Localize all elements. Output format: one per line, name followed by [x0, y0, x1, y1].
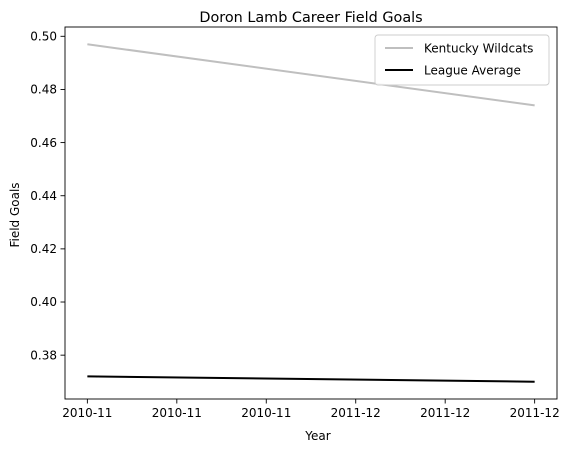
series-line-1	[87, 43, 535, 107]
y-tick-label: 0.40	[30, 295, 57, 309]
series-line-2	[87, 375, 535, 383]
x-tick-label: 2011-12	[420, 406, 470, 420]
x-tick-label: 2010-11	[241, 406, 291, 420]
y-tick-label: 0.42	[30, 242, 57, 256]
x-tick-label: 2010-11	[152, 406, 202, 420]
y-axis-label: Field Goals	[8, 182, 22, 247]
x-axis-label: Year	[304, 429, 330, 443]
y-tick-label: 0.48	[30, 83, 57, 97]
x-tick-label: 2010-11	[62, 406, 112, 420]
y-axis: 0.38 0.40 0.42 0.44 0.46 0.48 0.50	[30, 30, 65, 362]
legend: Kentucky Wildcats League Average	[374, 34, 550, 86]
y-tick-label: 0.50	[30, 30, 57, 44]
x-axis: 2010-11 2010-11 2010-11 2011-12 2011-12 2011-…	[62, 399, 560, 420]
legend-label-1: Kentucky Wildcats	[424, 41, 533, 55]
legend-label-2: League Average	[424, 63, 521, 77]
y-tick-label: 0.44	[30, 189, 57, 203]
y-tick-label: 0.46	[30, 136, 57, 150]
plot-frame	[64, 26, 558, 400]
chart-title: Doron Lamb Career Field Goals	[199, 10, 422, 26]
x-tick-label: 2011-12	[510, 406, 560, 420]
series-layer	[87, 43, 535, 383]
legend-items: Kentucky Wildcats League Average	[385, 41, 533, 77]
x-tick-label: 2011-12	[331, 406, 381, 420]
legend-box	[374, 34, 550, 86]
y-tick-label: 0.38	[30, 348, 57, 362]
